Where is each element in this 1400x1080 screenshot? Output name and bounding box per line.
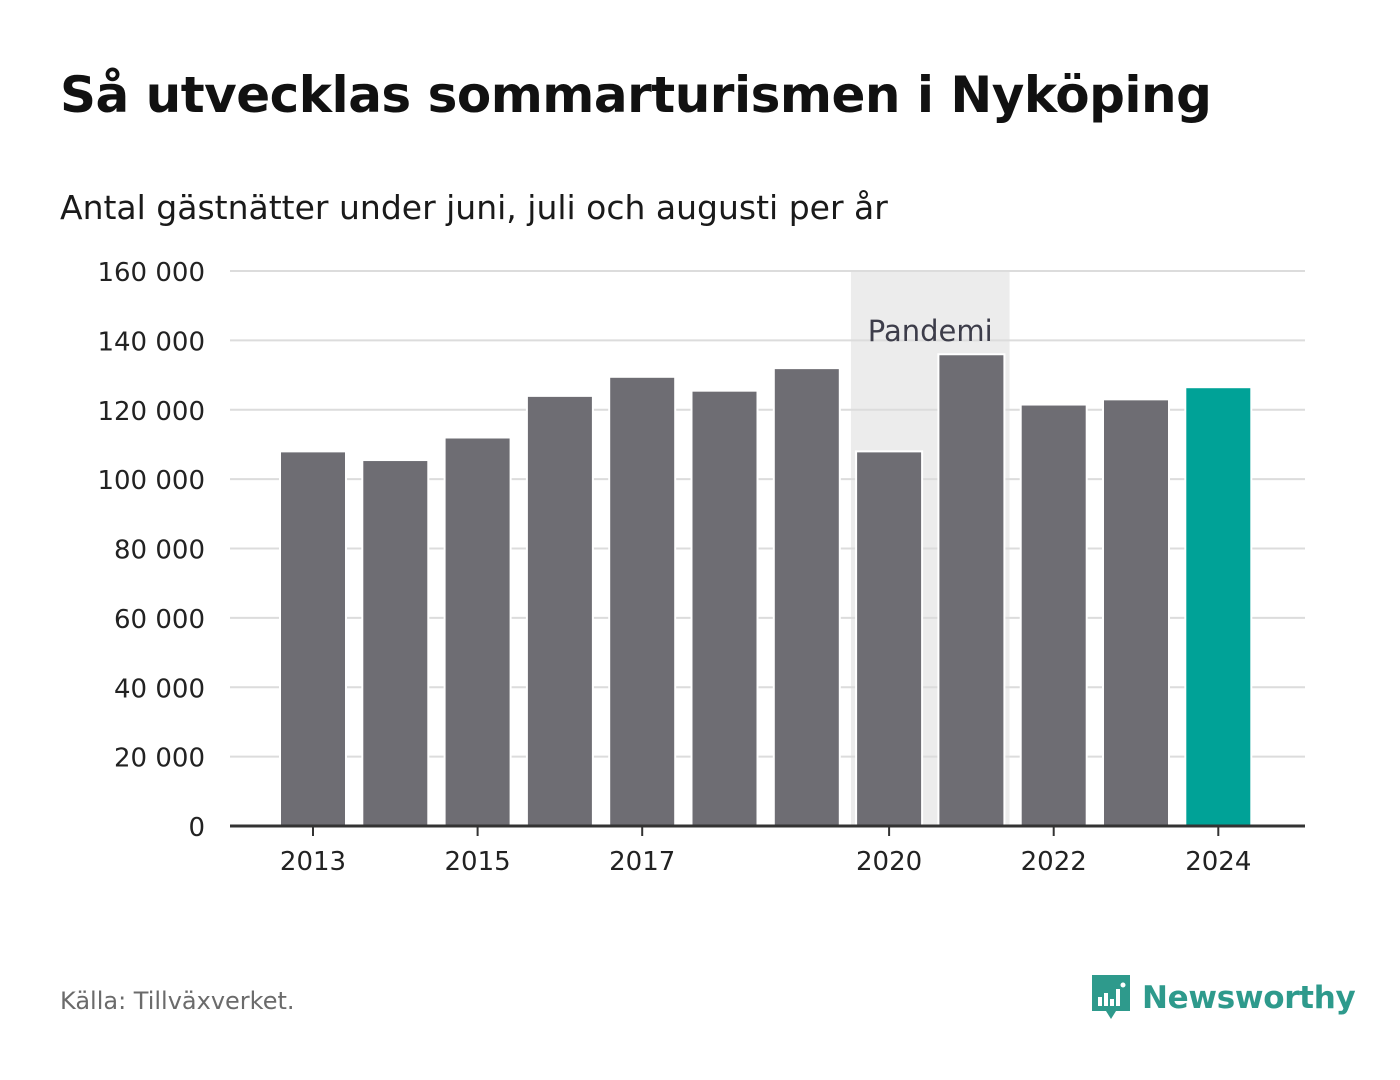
source-note: Källa: Tillväxverket. bbox=[60, 987, 295, 1015]
brand-name: Newsworthy bbox=[1142, 980, 1356, 1016]
y-tick-label: 120 000 bbox=[97, 397, 205, 427]
bar-2022 bbox=[1019, 403, 1088, 827]
newsworthy-logo-icon bbox=[1092, 975, 1130, 1019]
bar-2019 bbox=[772, 367, 841, 827]
bar-2015 bbox=[443, 436, 512, 827]
x-tick-label: 2013 bbox=[280, 847, 346, 877]
chart-subtitle: Antal gästnätter under juni, juli och au… bbox=[60, 188, 888, 227]
y-tick-label: 60 000 bbox=[114, 605, 205, 635]
x-tick-label: 2015 bbox=[445, 847, 511, 877]
bar-2021 bbox=[937, 353, 1006, 827]
bar-2013 bbox=[279, 450, 347, 827]
bar-2024 bbox=[1184, 386, 1253, 827]
bars-layer bbox=[279, 353, 1253, 827]
y-tick-label: 80 000 bbox=[114, 536, 205, 566]
y-tick-label: 40 000 bbox=[114, 674, 205, 704]
x-tick-label: 2020 bbox=[856, 847, 922, 877]
x-tick-label: 2017 bbox=[609, 847, 675, 877]
chart-title: Så utvecklas sommarturismen i Nyköping bbox=[60, 66, 1212, 124]
y-tick-label: 0 bbox=[188, 813, 205, 843]
bar-2017 bbox=[608, 375, 677, 827]
bar-2014 bbox=[361, 459, 430, 827]
annotation-label: Pandemi bbox=[868, 314, 993, 348]
x-tick-label: 2024 bbox=[1185, 847, 1251, 877]
x-tick-label: 2022 bbox=[1021, 847, 1087, 877]
bar-2023 bbox=[1102, 398, 1170, 827]
axis-layer bbox=[230, 824, 1305, 836]
bar-2018 bbox=[690, 389, 759, 827]
bar-2020 bbox=[855, 450, 924, 827]
y-tick-label: 20 000 bbox=[114, 744, 205, 774]
brand-logo[interactable]: Newsworthy bbox=[1090, 968, 1356, 1028]
y-tick-label: 140 000 bbox=[97, 327, 205, 357]
y-tick-label: 100 000 bbox=[97, 466, 205, 496]
labels-layer: 0 20 000 40 000 60 000 80 000 100 000 120 000 1… bbox=[97, 258, 1251, 877]
bar-2016 bbox=[525, 394, 594, 827]
y-tick-label: 160 000 bbox=[97, 258, 205, 288]
